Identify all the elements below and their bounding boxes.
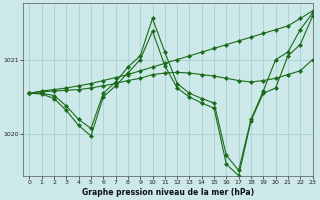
X-axis label: Graphe pression niveau de la mer (hPa): Graphe pression niveau de la mer (hPa): [82, 188, 254, 197]
